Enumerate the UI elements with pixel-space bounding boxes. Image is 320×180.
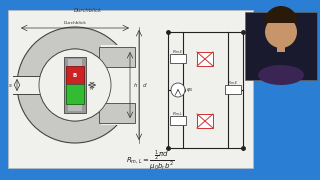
Bar [101, 45, 139, 125]
Bar [66, 66, 84, 84]
Bar [13, 76, 41, 94]
Bar [68, 59, 82, 111]
Wedge shape [264, 6, 298, 23]
Bar [197, 52, 213, 66]
Text: $R_{m,E}$: $R_{m,E}$ [227, 79, 239, 87]
Bar [225, 85, 241, 94]
Ellipse shape [258, 65, 304, 85]
Text: $\varphi_0$: $\varphi_0$ [186, 86, 193, 94]
Text: $d$: $d$ [142, 81, 148, 89]
Text: $R_{m,L} = \dfrac{\frac{1}{2}\pi d}{\mu_0 b_r b^2}$: $R_{m,L} = \dfrac{\frac{1}{2}\pi d}{\mu_… [126, 148, 174, 172]
Circle shape [39, 49, 111, 121]
Bar [64, 57, 86, 113]
Circle shape [171, 83, 185, 97]
Bar [170, 116, 186, 125]
Bar [170, 54, 186, 63]
Bar [99, 103, 135, 123]
Bar [8, 10, 253, 168]
Circle shape [39, 49, 111, 121]
Bar [245, 12, 317, 80]
Text: B: B [73, 73, 77, 78]
Text: Durchblick: Durchblick [64, 21, 86, 25]
Circle shape [17, 27, 133, 143]
Text: $s$: $s$ [8, 82, 12, 89]
Text: Durchblick: Durchblick [74, 8, 102, 12]
Text: $R_{m,E}$: $R_{m,E}$ [172, 48, 184, 56]
Circle shape [265, 16, 297, 48]
Text: $R_{m,L}$: $R_{m,L}$ [172, 110, 184, 118]
Text: $h$: $h$ [133, 81, 138, 89]
Bar [197, 114, 213, 128]
Bar [66, 84, 84, 104]
Bar [99, 47, 135, 67]
Text: $A$: $A$ [89, 84, 95, 92]
Bar [277, 36, 285, 52]
